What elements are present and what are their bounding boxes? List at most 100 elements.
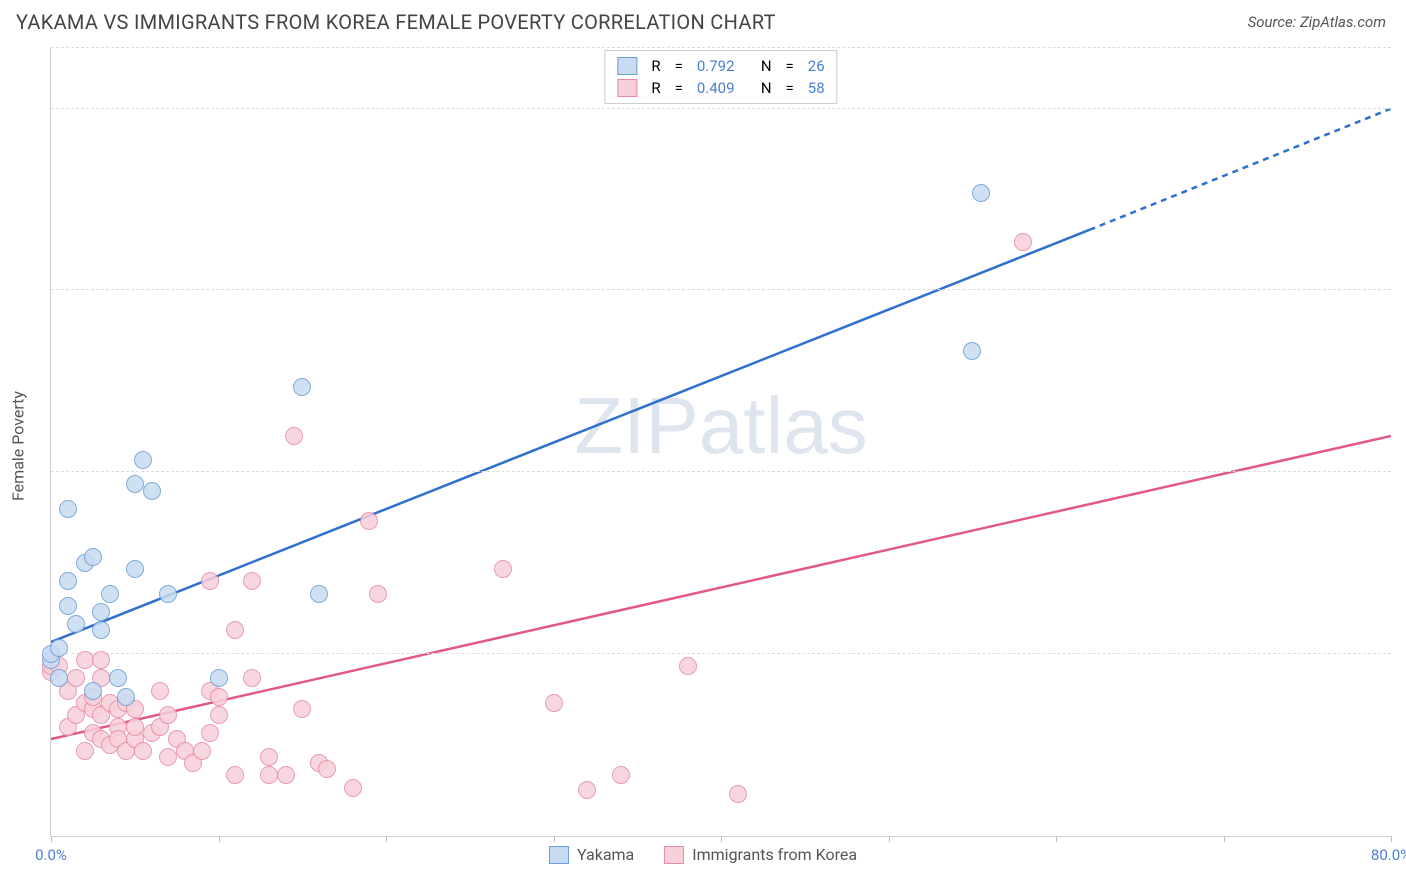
trendlines-layer: [51, 48, 1391, 836]
scatter-point: [310, 585, 328, 603]
scatter-point: [134, 742, 152, 760]
r-label: R: [651, 79, 660, 97]
watermark-zip: ZIP: [574, 381, 698, 470]
y-tick-label: 30.0%: [1395, 453, 1406, 471]
scatter-point: [344, 779, 362, 797]
scatter-point: [151, 682, 169, 700]
eq: =: [675, 57, 683, 75]
x-tick-mark: [1224, 836, 1225, 842]
watermark: ZIPatlas: [574, 380, 867, 472]
scatter-point: [243, 572, 261, 590]
scatter-point: [201, 572, 219, 590]
x-tick-label: 0.0%: [35, 846, 67, 864]
source-value: ZipAtlas.com: [1300, 13, 1386, 31]
swatch-korea: [664, 846, 684, 864]
scatter-point: [134, 451, 152, 469]
watermark-atlas: atlas: [699, 381, 868, 470]
legend-label-korea: Immigrants from Korea: [692, 845, 857, 864]
page-title: YAKAMA VS IMMIGRANTS FROM KOREA FEMALE P…: [16, 10, 776, 34]
scatter-point: [243, 669, 261, 687]
scatter-point: [59, 500, 77, 518]
scatter-point: [193, 742, 211, 760]
eq: =: [675, 79, 683, 97]
scatter-point: [612, 766, 630, 784]
eq: =: [786, 57, 794, 75]
scatter-point: [578, 781, 596, 799]
scatter-point: [126, 560, 144, 578]
n-label: N: [761, 57, 772, 75]
swatch-korea: [617, 79, 637, 97]
r-label: R: [651, 57, 660, 75]
y-tick-label: 45.0%: [1395, 271, 1406, 289]
scatter-point: [76, 651, 94, 669]
scatter-point: [50, 669, 68, 687]
scatter-point: [293, 378, 311, 396]
scatter-point: [159, 585, 177, 603]
scatter-point: [285, 427, 303, 445]
scatter-point: [293, 700, 311, 718]
n-value-yakama: 26: [808, 57, 825, 75]
scatter-point: [360, 512, 378, 530]
scatter-point: [545, 694, 563, 712]
scatter-point: [226, 621, 244, 639]
swatch-yakama: [549, 846, 569, 864]
scatter-point: [210, 669, 228, 687]
x-tick-mark: [1391, 836, 1392, 842]
x-tick-mark: [386, 836, 387, 842]
scatter-point: [963, 342, 981, 360]
source-attribution: Source: ZipAtlas.com: [1248, 13, 1386, 31]
scatter-point: [67, 615, 85, 633]
scatter-point: [92, 603, 110, 621]
scatter-point: [318, 760, 336, 778]
scatter-point: [494, 560, 512, 578]
scatter-point: [679, 657, 697, 675]
scatter-point: [260, 766, 278, 784]
x-tick-label: 80.0%: [1371, 846, 1406, 864]
y-tick-label: 15.0%: [1395, 635, 1406, 653]
source-label: Source:: [1248, 13, 1300, 31]
scatter-point: [260, 748, 278, 766]
stats-row-korea: R = 0.409 N = 58: [617, 77, 824, 99]
scatter-point: [972, 184, 990, 202]
scatter-point: [159, 748, 177, 766]
scatter-point: [84, 548, 102, 566]
scatter-point: [729, 785, 747, 803]
n-label: N: [761, 79, 772, 97]
stats-row-yakama: R = 0.792 N = 26: [617, 55, 824, 77]
scatter-point: [1014, 233, 1032, 251]
scatter-point: [126, 475, 144, 493]
scatter-point: [92, 621, 110, 639]
x-tick-mark: [554, 836, 555, 842]
y-tick-label: 60.0%: [1395, 90, 1406, 108]
scatter-point: [59, 572, 77, 590]
scatter-point: [126, 718, 144, 736]
eq: =: [786, 79, 794, 97]
legend-label-yakama: Yakama: [577, 845, 634, 864]
x-tick-mark: [1056, 836, 1057, 842]
y-axis-label: Female Poverty: [9, 391, 28, 501]
x-tick-mark: [219, 836, 220, 842]
gridline-h: [51, 47, 1391, 48]
gridline-h: [51, 108, 1391, 109]
stats-legend-box: R = 0.792 N = 26 R = 0.409 N = 58: [604, 50, 837, 104]
scatter-point: [159, 706, 177, 724]
scatter-point: [117, 688, 135, 706]
correlation-scatter-chart: ZIPatlas R = 0.792 N = 26 R = 0.409 N = …: [50, 48, 1391, 837]
scatter-point: [76, 742, 94, 760]
scatter-point: [277, 766, 295, 784]
scatter-point: [210, 688, 228, 706]
scatter-point: [101, 585, 119, 603]
r-value-korea: 0.409: [697, 79, 747, 97]
legend-item-yakama: Yakama: [549, 845, 634, 864]
swatch-yakama: [617, 57, 637, 75]
n-value-korea: 58: [808, 79, 825, 97]
x-tick-mark: [889, 836, 890, 842]
scatter-point: [109, 669, 127, 687]
scatter-point: [210, 706, 228, 724]
scatter-point: [143, 482, 161, 500]
x-tick-mark: [721, 836, 722, 842]
scatter-point: [84, 682, 102, 700]
scatter-point: [369, 585, 387, 603]
scatter-point: [59, 597, 77, 615]
scatter-point: [92, 651, 110, 669]
